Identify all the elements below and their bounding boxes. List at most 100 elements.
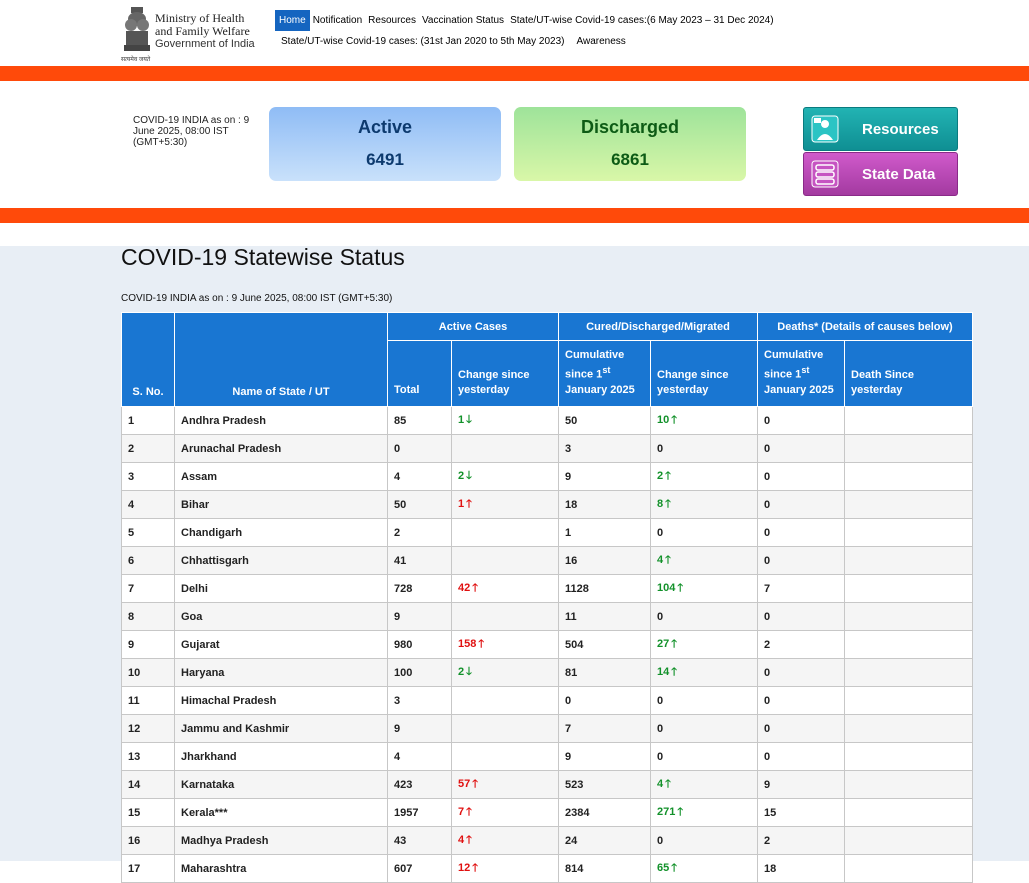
deaths-total-cell: 0 [757,714,845,743]
cured-total-cell-value: 11 [565,610,577,623]
resources-button[interactable]: Resources [803,107,958,151]
active-total-cell: 4 [387,462,452,491]
sno-cell: 14 [121,770,175,799]
table-row: 3 Assam 4 2 🡓 9 2 🡑 0 [121,462,973,491]
statewise-table: S. No. Name of State / UT Active Cases C… [121,312,973,883]
nav-row-2: State/UT-wise Covid-19 cases: (31st Jan … [278,36,629,47]
nav-link-0[interactable]: Home [275,9,310,31]
cured-change-cell-value: 104 [657,582,676,594]
arrow-up-icon: 🡑 [466,806,472,818]
deaths-change-cell [844,546,973,575]
col-cured-cumulative: Cumulative since 1st January 2025 [558,340,651,407]
deaths-total-cell: 7 [757,574,845,603]
arrow-up-icon: 🡑 [677,582,684,594]
arrow-up-icon: 🡑 [665,554,671,566]
table-row: 17 Maharashtra 607 12 🡑 814 65 🡑 18 [121,854,973,883]
col-sno-header: S. No. [121,312,175,407]
state-name-cell: Haryana [174,658,388,687]
active-total-cell: 1957 [387,798,452,827]
cured-total-cell: 3 [558,434,651,463]
active-total-cell-value: 728 [394,582,413,595]
table-row: 9 Gujarat 980 158 🡑 504 27 🡑 2 [121,630,973,659]
active-change-cell-value: 1 [458,498,465,510]
active-cases-card: Active 6491 [269,107,501,181]
active-change-cell-value: 2 [458,470,465,482]
sno-cell: 4 [121,490,175,519]
nav-link-1[interactable]: Notification [312,14,363,26]
arrow-up-icon: 🡑 [466,834,472,846]
group-active-header: Active Cases [387,312,559,341]
deaths-total-cell: 0 [757,462,845,491]
nav-link-row2-1[interactable]: Awareness [576,36,626,47]
cured-change-cell: 8 🡑 [650,490,758,519]
deaths-total-cell: 0 [757,546,845,575]
database-icon [811,160,839,188]
cured-total-cell: 7 [558,714,651,743]
deaths-total-cell-value: 7 [764,582,771,595]
active-change-cell: 42 🡑 [451,574,559,603]
sno-cell-value: 16 [128,834,141,847]
sno-cell: 9 [121,630,175,659]
nav-link-2[interactable]: Resources [368,14,416,26]
col-cured-change: Change since yesterday [650,340,758,407]
col-deaths-cumulative-sup: st [801,365,810,376]
col-active-total: Total [387,340,452,407]
sno-cell: 7 [121,574,175,603]
nav-link-4[interactable]: State/UT-wise Covid-19 cases:(6 May 2023… [510,14,774,26]
deaths-total-cell: 0 [757,658,845,687]
active-total-cell: 0 [387,434,452,463]
sno-cell: 17 [121,854,175,883]
state-name-cell: Karnataka [174,770,388,799]
arrow-up-icon: 🡑 [671,666,677,678]
emblem-caption: सत्यमेव जयते [121,57,151,63]
deaths-total-cell-value: 0 [764,526,771,539]
deaths-change-cell [844,770,973,799]
active-total-cell-value: 2 [394,526,401,539]
deaths-total-cell-value: 0 [764,750,771,763]
cured-change-cell-value: 27 [657,638,670,650]
nav-link-row2-0[interactable]: State/UT-wise Covid-19 cases: (31st Jan … [281,36,565,47]
active-total-cell: 423 [387,770,452,799]
active-total-cell-value: 423 [394,778,413,791]
active-total-cell: 4 [387,742,452,771]
active-change-cell: 1 🡓 [451,406,559,435]
arrow-down-icon: 🡓 [466,470,472,482]
cured-change-cell-value: 65 [657,862,670,874]
state-data-button[interactable]: State Data [803,152,958,196]
site-header: Ministry of Health and Family Welfare Go… [0,0,1029,66]
state-name-cell: Jammu and Kashmir [174,714,388,743]
col-deaths-since: Death Since yesterday [844,340,973,407]
table-row: 16 Madhya Pradesh 43 4 🡑 24 0 2 [121,826,973,855]
sno-cell-value: 17 [128,862,141,875]
top-nav: Home Notification Resources Vaccination Sta… [275,9,835,47]
state-name-cell: Maharashtra [174,854,388,883]
deaths-change-cell [844,462,973,491]
active-total-cell-value: 41 [394,554,407,567]
cured-total-cell: 0 [558,686,651,715]
state-name-cell: Chhattisgarh [174,546,388,575]
ministry-line-2: and Family Welfare [155,24,250,38]
active-change-cell-value: 57 [458,778,471,790]
ministry-title: Ministry of Health and Family Welfare Go… [155,12,255,51]
col-state-header: Name of State / UT [174,312,388,407]
deaths-total-cell: 2 [757,826,845,855]
state-name-cell-value: Madhya Pradesh [181,834,269,847]
state-name-cell: Kerala*** [174,798,388,827]
arrow-up-icon: 🡑 [472,582,478,594]
nav-link-3[interactable]: Vaccination Status [421,14,505,26]
active-change-cell-value: 7 [458,806,465,818]
cured-change-cell-value: 14 [657,666,670,678]
arrow-up-icon: 🡑 [472,778,478,790]
active-change-cell: 1 🡑 [451,490,559,519]
cured-change-cell: 27 🡑 [650,630,758,659]
active-total-cell-value: 3 [394,694,401,707]
table-row: 4 Bihar 50 1 🡑 18 8 🡑 0 [121,490,973,519]
col-deaths-cumulative: Cumulative since 1st January 2025 [757,340,845,407]
state-name-cell-value: Assam [181,470,218,483]
state-name-cell-value: Maharashtra [181,862,247,875]
table-row: 11 Himachal Pradesh 3 0 0 0 [121,686,973,715]
sno-cell: 5 [121,518,175,547]
state-name-cell: Assam [174,462,388,491]
state-name-cell-value: Himachal Pradesh [181,694,277,707]
state-name-cell-value: Karnataka [181,778,235,791]
